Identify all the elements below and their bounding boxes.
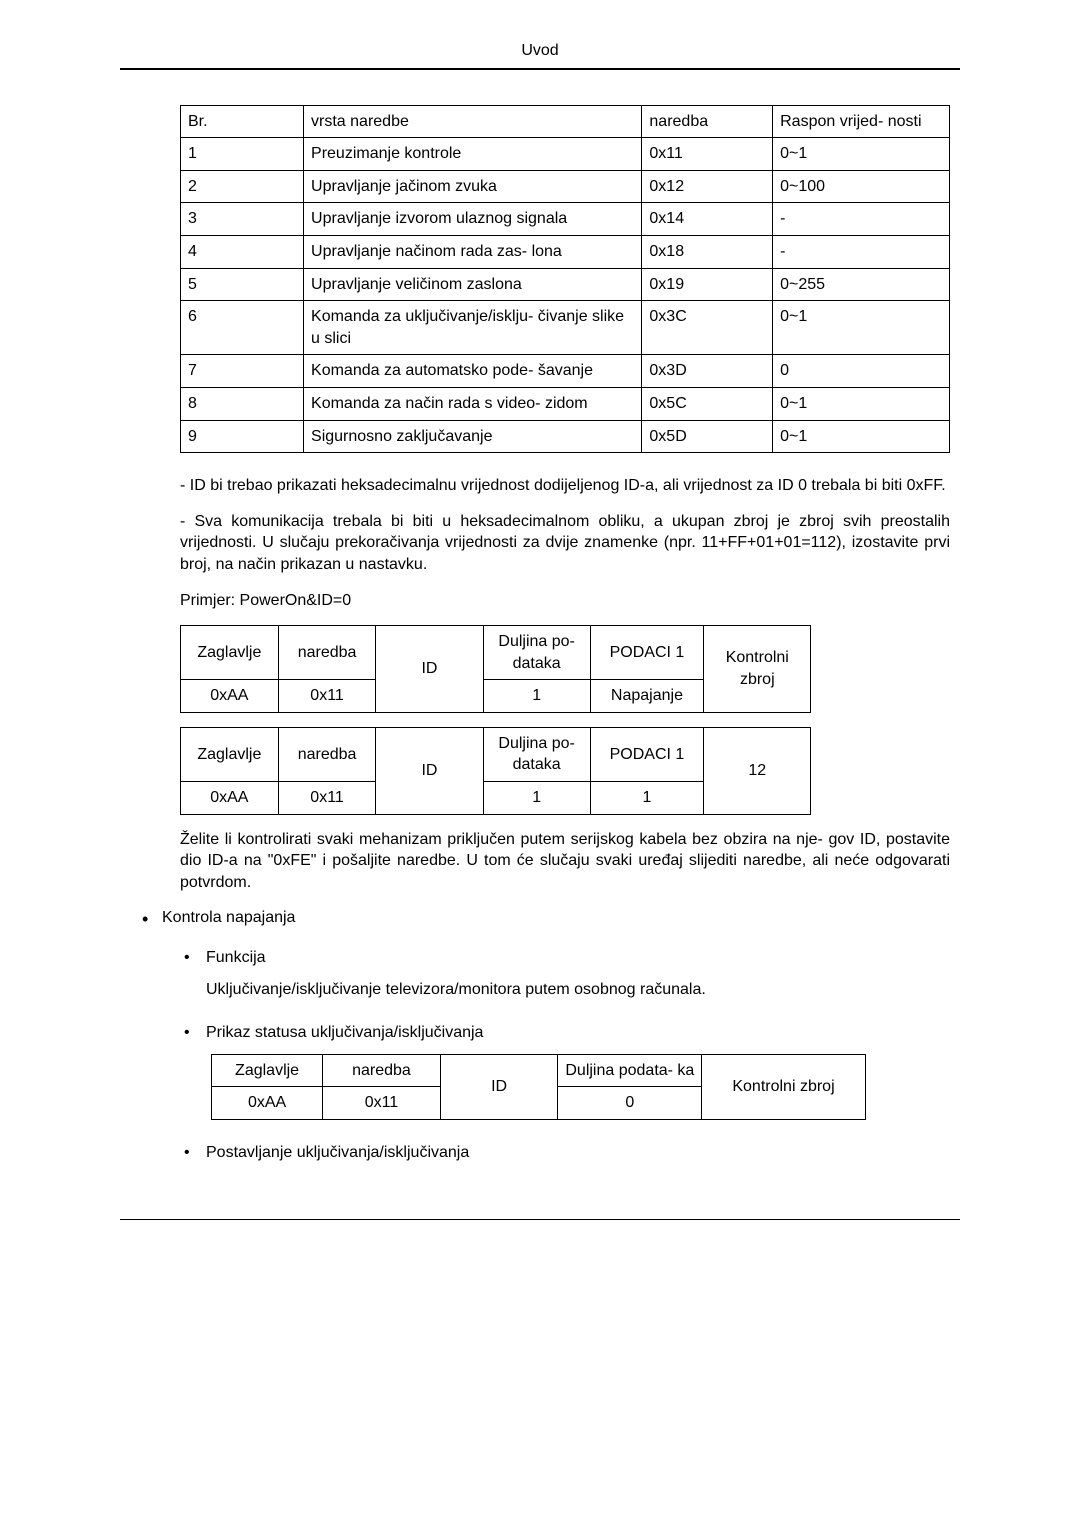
st-nar: 0x11 <box>323 1087 441 1120</box>
sub-prikaz: Prikaz statusa uključivanja/isključivanj… <box>184 1022 950 1120</box>
th-naredba: naredba <box>642 105 773 138</box>
ex1-h-nar: naredba <box>278 626 376 680</box>
note-id: - ID bi trebao prikazati heksadecimalnu … <box>180 475 950 497</box>
cell-br: 4 <box>181 235 304 268</box>
table-row: 1 Preuzimanje kontrole 0x11 0~1 <box>181 138 950 171</box>
ex1-dulj: 1 <box>483 680 590 713</box>
th-br: Br. <box>181 105 304 138</box>
cell-naredba: 0x18 <box>642 235 773 268</box>
cell-raspon: - <box>773 203 950 236</box>
table-row: 9 Sigurnosno zaključavanje 0x5D 0~1 <box>181 420 950 453</box>
cell-naredba: 0x19 <box>642 268 773 301</box>
cell-raspon: - <box>773 235 950 268</box>
funkcija-text: Uključivanje/isključivanje televizora/mo… <box>206 979 950 1001</box>
ex1-nar: 0x11 <box>278 680 376 713</box>
cell-br: 3 <box>181 203 304 236</box>
kontrola-title: Kontrola napajanja <box>162 909 295 926</box>
ex2-h-pod: PODACI 1 <box>590 727 703 781</box>
cell-naredba: 0x11 <box>642 138 773 171</box>
st-dulj: 0 <box>558 1087 702 1120</box>
ex2-h-kon: 12 <box>704 727 811 814</box>
th-raspon: Raspon vrijed- nosti <box>773 105 950 138</box>
status-table: Zaglavlje naredba ID Duljina podata- ka … <box>211 1054 866 1120</box>
table-row: 4 Upravljanje načinom rada zas- lona 0x1… <box>181 235 950 268</box>
cell-vrsta: Komanda za način rada s video- zidom <box>304 387 642 420</box>
example-label: Primjer: PowerOn&ID=0 <box>180 590 950 612</box>
th-vrsta: vrsta naredbe <box>304 105 642 138</box>
cell-br: 7 <box>181 355 304 388</box>
ex2-zag: 0xAA <box>181 782 279 815</box>
sub-funkcija: Funkcija Uključivanje/isključivanje tele… <box>184 947 950 1000</box>
cell-raspon: 0 <box>773 355 950 388</box>
cell-br: 8 <box>181 387 304 420</box>
cell-raspon: 0~1 <box>773 301 950 355</box>
ex2-h-dulj: Duljina po- dataka <box>483 727 590 781</box>
ex1-h-kon: Kontrolni zbroj <box>704 626 811 713</box>
cell-br: 6 <box>181 301 304 355</box>
cell-vrsta: Preuzimanje kontrole <box>304 138 642 171</box>
ex1-h-id: ID <box>376 626 483 713</box>
cell-br: 2 <box>181 170 304 203</box>
cell-raspon: 0~1 <box>773 420 950 453</box>
ex2-h-nar: naredba <box>278 727 376 781</box>
cell-vrsta: Sigurnosno zaključavanje <box>304 420 642 453</box>
note-0xfe: Želite li kontrolirati svaki mehanizam p… <box>180 829 950 894</box>
cell-br: 9 <box>181 420 304 453</box>
st-h-zag: Zaglavlje <box>212 1054 323 1087</box>
cell-br: 5 <box>181 268 304 301</box>
cell-vrsta: Komanda za uključivanje/isklju- čivanje … <box>304 301 642 355</box>
sub-postavljanje: Postavljanje uključivanja/isključivanja <box>184 1142 950 1164</box>
cell-naredba: 0x12 <box>642 170 773 203</box>
table-row: 3 Upravljanje izvorom ulaznog signala 0x… <box>181 203 950 236</box>
page-title: Uvod <box>521 42 558 59</box>
cell-naredba: 0x14 <box>642 203 773 236</box>
st-h-kon: Kontrolni zbroj <box>702 1054 865 1119</box>
example-table-1: Zaglavlje naredba ID Duljina po- dataka … <box>180 625 811 713</box>
ex2-pod: 1 <box>590 782 703 815</box>
st-zag: 0xAA <box>212 1087 323 1120</box>
cell-naredba: 0x3C <box>642 301 773 355</box>
cell-vrsta: Upravljanje načinom rada zas- lona <box>304 235 642 268</box>
cell-raspon: 0~100 <box>773 170 950 203</box>
table-row: 6 Komanda za uključivanje/isklju- čivanj… <box>181 301 950 355</box>
table-row: 7 Komanda za automatsko pode- šavanje 0x… <box>181 355 950 388</box>
cell-vrsta: Upravljanje izvorom ulaznog signala <box>304 203 642 236</box>
ex2-h-id: ID <box>376 727 483 814</box>
ex1-zag: 0xAA <box>181 680 279 713</box>
page-header: Uvod <box>120 40 960 70</box>
ex2-nar: 0x11 <box>278 782 376 815</box>
funkcija-label: Funkcija <box>206 949 266 966</box>
table-row: 2 Upravljanje jačinom zvuka 0x12 0~100 <box>181 170 950 203</box>
ex1-pod: Napajanje <box>590 680 703 713</box>
command-table: Br. vrsta naredbe naredba Raspon vrijed-… <box>180 105 950 454</box>
table-row: 5 Upravljanje veličinom zaslona 0x19 0~2… <box>181 268 950 301</box>
ex2-h-zag: Zaglavlje <box>181 727 279 781</box>
cell-vrsta: Komanda za automatsko pode- šavanje <box>304 355 642 388</box>
main-content: Br. vrsta naredbe naredba Raspon vrijed-… <box>120 105 960 1164</box>
ex1-h-zag: Zaglavlje <box>181 626 279 680</box>
cell-naredba: 0x5D <box>642 420 773 453</box>
cell-naredba: 0x5C <box>642 387 773 420</box>
cell-raspon: 0~1 <box>773 387 950 420</box>
cell-raspon: 0~1 <box>773 138 950 171</box>
postavljanje-label: Postavljanje uključivanja/isključivanja <box>206 1144 469 1161</box>
footer-rule <box>120 1219 960 1220</box>
st-h-nar: naredba <box>323 1054 441 1087</box>
prikaz-label: Prikaz statusa uključivanja/isključivanj… <box>206 1024 483 1041</box>
st-h-id: ID <box>440 1054 558 1119</box>
table-row: 8 Komanda za način rada s video- zidom 0… <box>181 387 950 420</box>
note-hex: - Sva komunikacija trebala bi biti u hek… <box>180 511 950 576</box>
st-h-dulj: Duljina podata- ka <box>558 1054 702 1087</box>
section-kontrola: Kontrola napajanja Funkcija Uključivanje… <box>140 907 950 1163</box>
cell-naredba: 0x3D <box>642 355 773 388</box>
cell-raspon: 0~255 <box>773 268 950 301</box>
ex2-dulj: 1 <box>483 782 590 815</box>
cell-br: 1 <box>181 138 304 171</box>
example-table-2: Zaglavlje naredba ID Duljina po- dataka … <box>180 727 811 815</box>
ex1-h-dulj: Duljina po- dataka <box>483 626 590 680</box>
cell-vrsta: Upravljanje veličinom zaslona <box>304 268 642 301</box>
cell-vrsta: Upravljanje jačinom zvuka <box>304 170 642 203</box>
ex1-h-pod: PODACI 1 <box>590 626 703 680</box>
